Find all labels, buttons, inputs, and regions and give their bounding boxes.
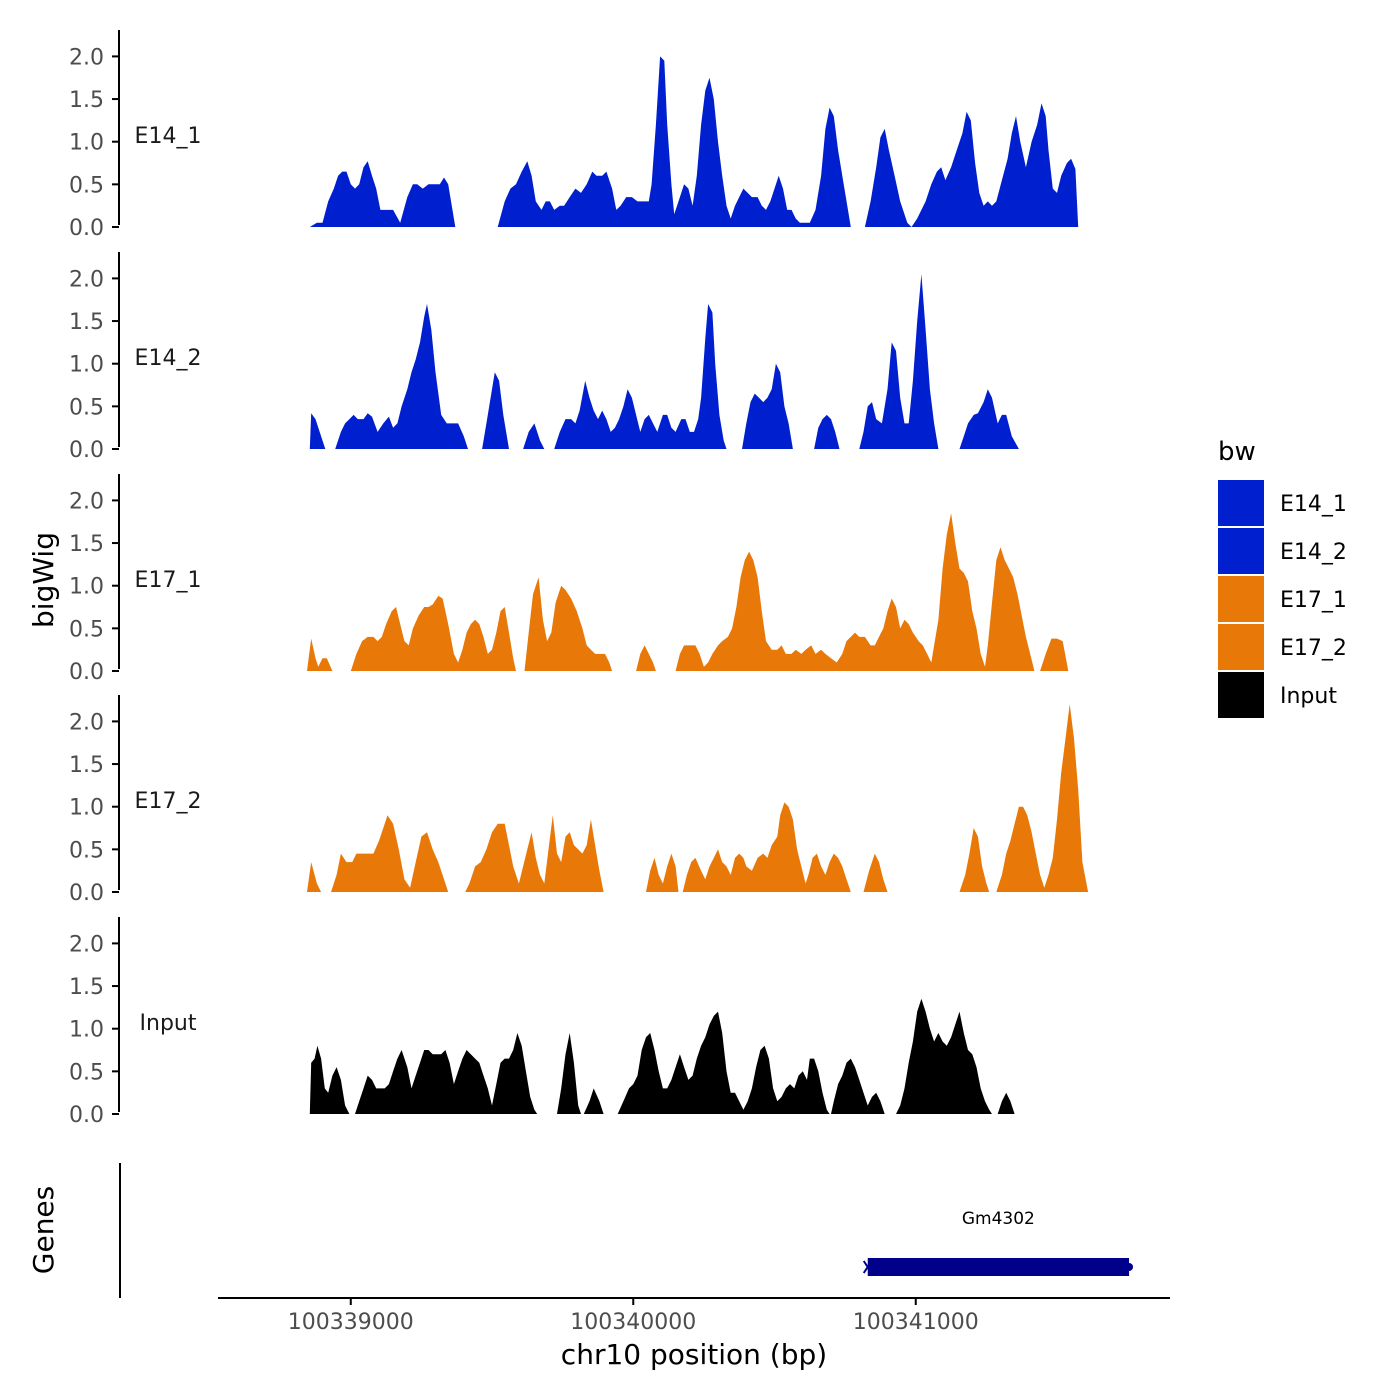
y-tick-label: 0.5 (69, 838, 104, 863)
area-E14_2 (859, 274, 939, 449)
legend-label: E17_1 (1280, 588, 1347, 613)
legend-item: E17_1 (1218, 576, 1347, 622)
genes-track: Gm4302 (862, 1209, 1134, 1276)
y-tick-label: 0.5 (69, 173, 104, 198)
legend-swatch (1218, 528, 1264, 574)
area-E17_1 (524, 577, 613, 671)
y-tick-label: 1.0 (69, 131, 104, 156)
coverage-tracks: 0.0 0.5 1.0 1.5 2.0 E14_1 0.0 0.5 1.0 1.5 2.0 E14_2… (69, 30, 1089, 1128)
track-E17_1: 0.0 0.5 1.0 1.5 2.0 E17_1 (69, 474, 1069, 685)
legend-item: E14_2 (1218, 528, 1347, 574)
y-tick-label: 1.0 (69, 575, 104, 600)
legend-label: E17_2 (1280, 636, 1347, 661)
y-tick-label: 1.5 (69, 310, 104, 335)
area-E17_2 (959, 828, 990, 892)
y-tick-label: 0.5 (69, 617, 104, 642)
area-E14_1 (497, 56, 851, 228)
y-tick-label: 1.0 (69, 796, 104, 821)
y-tick-label: 0.0 (69, 881, 104, 906)
x-tick-label: 100341000 (853, 1310, 979, 1335)
y-axis-title: bigWig (27, 532, 60, 628)
y-tick-label: 0.5 (69, 395, 104, 420)
legend-swatch (1218, 672, 1264, 718)
area-Input (617, 1011, 830, 1114)
area-E17_2 (996, 704, 1089, 892)
track-label: E17_2 (135, 789, 202, 814)
area-E17_1 (307, 638, 333, 671)
area-Input (997, 1092, 1015, 1114)
track-Input: 0.0 0.5 1.0 1.5 2.0 Input (69, 917, 1015, 1128)
track-E14_1: 0.0 0.5 1.0 1.5 2.0 E14_1 (69, 30, 1079, 241)
y-tick-label: 2.0 (69, 267, 104, 292)
legend-title: bw (1218, 437, 1256, 467)
area-E17_2 (307, 862, 322, 892)
area-E14_1 (309, 161, 456, 227)
y-tick-label: 0.5 (69, 1060, 104, 1085)
area-E14_2 (482, 372, 509, 449)
area-Input (831, 1058, 885, 1114)
y-tick-label: 1.5 (69, 88, 104, 113)
gene-strand-mark (862, 1260, 873, 1274)
legend: bw E14_1 E14_2 E17_1 E17_2 Input (1218, 437, 1347, 718)
area-E17_2 (863, 853, 888, 892)
track-label: E14_2 (135, 346, 202, 371)
legend-item: Input (1218, 672, 1337, 718)
area-E14_2 (523, 423, 545, 449)
legend-label: E14_2 (1280, 540, 1347, 565)
track-label: E17_1 (135, 568, 202, 593)
area-E14_1 (864, 103, 1079, 227)
area-E17_1 (636, 645, 656, 671)
gene-end-mark (1125, 1263, 1134, 1271)
y-tick-label: 2.0 (69, 932, 104, 957)
y-tick-label: 1.5 (69, 532, 104, 557)
area-E17_1 (350, 595, 516, 671)
y-tick-label: 2.0 (69, 45, 104, 70)
area-E17_2 (646, 853, 679, 892)
y-tick-label: 0.0 (69, 1103, 104, 1128)
y-tick-label: 1.5 (69, 753, 104, 778)
y-tick-label: 1.5 (69, 975, 104, 1000)
legend-label: Input (1280, 684, 1337, 709)
x-axis-title: chr10 position (bp) (561, 1338, 827, 1371)
legend-label: E14_1 (1280, 492, 1347, 517)
area-E14_2 (814, 414, 840, 449)
track-E14_2: 0.0 0.5 1.0 1.5 2.0 E14_2 (69, 252, 1019, 463)
y-tick-label: 1.0 (69, 353, 104, 378)
track-E17_2: 0.0 0.5 1.0 1.5 2.0 E17_2 (69, 695, 1089, 906)
genes-axis-title: Genes (27, 1186, 60, 1274)
area-Input (896, 998, 992, 1114)
area-E17_1 (675, 513, 1069, 671)
x-axis-ticks: 100339000 100340000 100341000 (288, 1298, 979, 1335)
y-tick-label: 2.0 (69, 710, 104, 735)
y-tick-label: 1.0 (69, 1018, 104, 1043)
legend-item: E17_2 (1218, 624, 1347, 670)
area-E17_2 (331, 815, 449, 892)
area-E14_2 (959, 389, 1019, 449)
area-Input (583, 1088, 604, 1114)
y-tick-label: 0.0 (69, 660, 104, 685)
area-E14_2 (554, 304, 727, 449)
x-tick-label: 100339000 (288, 1310, 414, 1335)
area-E14_2 (742, 363, 793, 449)
area-E17_2 (682, 802, 851, 892)
area-Input (355, 1033, 538, 1114)
gene-Gm4302: Gm4302 (862, 1209, 1134, 1276)
y-tick-label: 0.0 (69, 438, 104, 463)
legend-swatch (1218, 624, 1264, 670)
y-tick-label: 0.0 (69, 216, 104, 241)
area-Input (309, 1045, 350, 1114)
area-Input (557, 1033, 581, 1114)
area-E14_2 (309, 413, 326, 449)
legend-swatch (1218, 576, 1264, 622)
legend-item: E14_1 (1218, 480, 1347, 526)
x-tick-label: 100340000 (570, 1310, 696, 1335)
area-E14_2 (335, 304, 468, 449)
track-label: E14_1 (135, 124, 202, 149)
legend-swatch (1218, 480, 1264, 526)
y-tick-label: 2.0 (69, 489, 104, 514)
gene-label: Gm4302 (962, 1209, 1035, 1229)
area-E17_2 (465, 815, 604, 892)
track-label: Input (140, 1011, 197, 1036)
